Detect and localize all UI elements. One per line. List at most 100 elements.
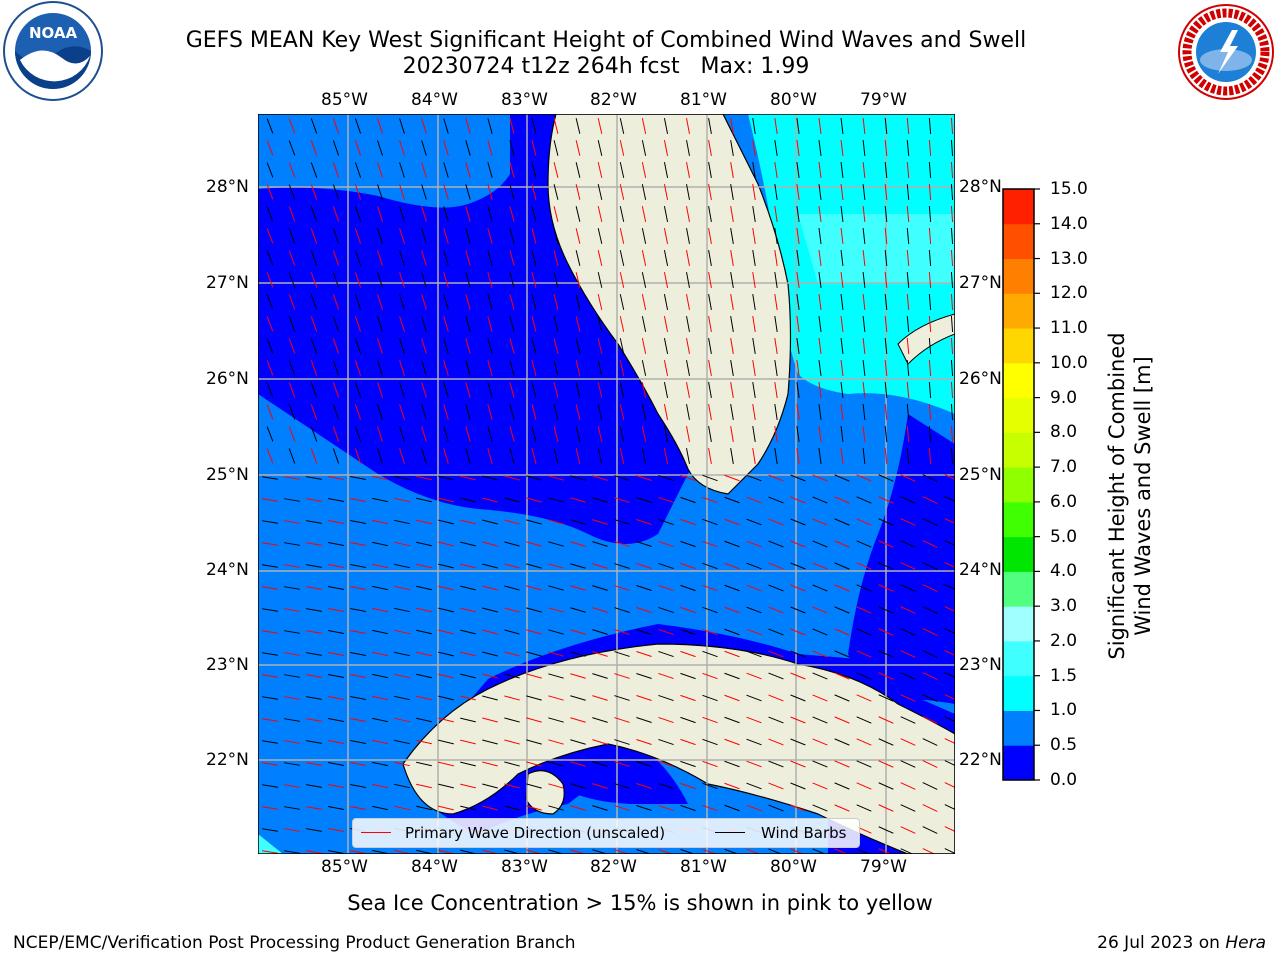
vector-mark [862, 359, 866, 377]
vector-mark [526, 783, 542, 789]
vector-mark [774, 140, 778, 156]
vector-mark [812, 474, 828, 482]
vector-mark [443, 404, 449, 420]
vector-mark [487, 316, 493, 332]
vector-mark [460, 541, 476, 547]
vector-mark [350, 497, 366, 503]
colorbar-tick-label: 14.0 [1050, 213, 1088, 234]
lon-label-top: 84°W [411, 90, 458, 110]
vector-mark [548, 761, 564, 767]
vector-mark [443, 272, 449, 288]
vector-mark [487, 272, 493, 288]
vector-mark [438, 629, 454, 635]
vector-mark [724, 650, 740, 658]
vector-mark [790, 540, 806, 548]
map-gridlines [258, 114, 955, 854]
vector-mark [526, 519, 542, 525]
vector-mark [465, 184, 471, 200]
colorbar-segment [1003, 710, 1034, 746]
vector-mark [641, 162, 647, 178]
vector-mark [752, 162, 756, 178]
colorbar-segment [1003, 223, 1034, 260]
vector-mark [928, 447, 932, 465]
vector-mark [812, 848, 827, 854]
vector-mark [284, 828, 300, 832]
vector-mark [328, 608, 344, 612]
vector-mark [840, 337, 844, 355]
vector-mark [548, 739, 564, 745]
vector-mark [372, 651, 388, 657]
vector-mark [790, 496, 806, 504]
vector-mark [531, 118, 537, 134]
vector-mark [922, 628, 938, 636]
vector-mark [724, 540, 740, 548]
vector-mark [752, 184, 756, 200]
vector-mark [796, 316, 800, 332]
vector-mark [306, 652, 322, 656]
vector-mark [619, 140, 625, 156]
footer-date-text: 26 Jul 2023 on [1097, 933, 1226, 953]
vector-mark [752, 448, 756, 464]
lat-label-left: 22°N [206, 750, 249, 770]
vector-mark [790, 606, 806, 614]
vector-mark [922, 848, 936, 854]
vector-mark [262, 542, 278, 546]
vector-mark [509, 184, 515, 200]
vector-mark [509, 426, 515, 442]
vector-mark [526, 717, 542, 723]
vector-mark [284, 476, 300, 480]
vector-mark [702, 562, 718, 570]
vector-mark [372, 761, 388, 767]
vector-mark [774, 404, 778, 420]
vector-mark [663, 228, 669, 244]
vector-mark [746, 804, 762, 812]
lon-label-bottom: 82°W [590, 857, 637, 877]
vector-mark [856, 738, 872, 746]
vector-mark [730, 162, 734, 178]
vector-mark [944, 540, 955, 546]
vector-mark [350, 651, 366, 657]
vector-mark [884, 227, 888, 245]
vector-mark [504, 805, 520, 811]
vector-mark [746, 650, 762, 658]
vector-mark [834, 672, 850, 680]
vector-mark [548, 519, 564, 525]
vector-mark [658, 474, 674, 482]
vector-mark [818, 272, 822, 288]
vector-mark [372, 805, 388, 811]
vector-mark [350, 695, 366, 701]
vector-mark [900, 562, 916, 570]
vector-mark [680, 474, 696, 482]
vector-mark [597, 294, 603, 310]
vector-mark [944, 782, 955, 788]
vector-mark [332, 140, 340, 156]
vector-mark [752, 316, 756, 332]
colorbar-segment [1003, 675, 1034, 711]
vector-mark [928, 205, 932, 223]
vector-mark [377, 338, 383, 354]
vector-mark [774, 338, 778, 354]
vector-mark [906, 447, 910, 465]
vector-mark [394, 761, 410, 767]
vector-mark [570, 519, 586, 525]
vector-mark [306, 674, 322, 678]
vector-mark [906, 359, 910, 377]
vector-mark [332, 162, 340, 178]
vector-mark [288, 250, 296, 266]
vector-mark [840, 425, 844, 443]
vector-mark [680, 606, 696, 614]
vector-mark [906, 117, 910, 135]
vector-mark [856, 650, 872, 658]
vector-mark [597, 448, 603, 464]
vector-mark [350, 761, 366, 767]
vector-mark [928, 227, 932, 245]
vector-mark [262, 608, 278, 612]
vector-mark [350, 585, 366, 591]
vector-mark [834, 628, 850, 636]
vector-mark [906, 249, 910, 267]
vector-mark [592, 629, 608, 635]
vector-mark [812, 606, 828, 614]
colorbar-tick-label: 7.0 [1050, 457, 1078, 478]
vector-mark [641, 228, 647, 244]
vector-mark [553, 448, 559, 464]
